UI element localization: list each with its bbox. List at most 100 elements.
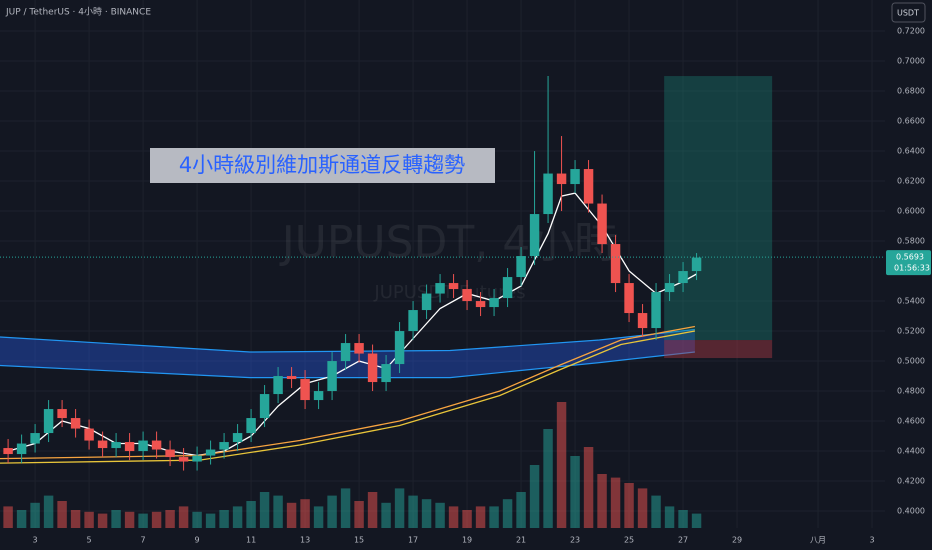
- candle-body: [178, 457, 189, 462]
- volume-bar: [408, 495, 418, 528]
- y-tick-label: 0.5400: [897, 297, 925, 306]
- volume-bar: [327, 495, 337, 528]
- candle-body: [124, 442, 135, 452]
- candle-body: [111, 442, 121, 449]
- x-tick-label: 3: [33, 536, 38, 545]
- channel-upper: [0, 328, 695, 353]
- y-tick-label: 0.4800: [897, 387, 925, 396]
- volume-bar: [313, 506, 324, 528]
- x-tick-label: 9: [195, 536, 200, 545]
- candle-body: [57, 409, 67, 419]
- volume-bar: [462, 510, 472, 528]
- candle-body: [543, 173, 553, 215]
- last-price-label: 0.5693: [896, 253, 924, 262]
- candle-body: [151, 440, 162, 450]
- volume-bar: [151, 511, 162, 528]
- volume-bar: [529, 465, 540, 528]
- candle-body: [624, 283, 634, 314]
- candle-body: [691, 257, 702, 272]
- currency-label[interactable]: USDT: [897, 9, 919, 18]
- volume-bar: [16, 510, 27, 528]
- last-price-tag: [886, 250, 931, 276]
- candle-body: [435, 283, 445, 294]
- candle-body: [219, 442, 229, 450]
- volume-bar: [286, 502, 297, 528]
- volume-bar: [367, 492, 378, 528]
- y-tick-label: 0.6200: [897, 177, 925, 186]
- volume-bar: [300, 499, 310, 528]
- volume-bar: [651, 495, 661, 528]
- candle-body: [678, 271, 688, 284]
- candle-body: [502, 277, 513, 299]
- candle-body: [583, 169, 594, 204]
- volume-bar: [435, 502, 445, 528]
- candle-body: [273, 376, 283, 395]
- volume-bar: [192, 511, 202, 528]
- volume-bar: [381, 502, 391, 528]
- moving-average: [0, 330, 696, 464]
- volume-bar: [111, 510, 121, 528]
- volume-bar: [556, 402, 567, 528]
- volume-bar: [543, 429, 553, 528]
- candle-body: [516, 256, 526, 278]
- position-stop: [664, 340, 773, 359]
- volume-bar: [340, 488, 351, 528]
- candle-body: [529, 214, 540, 257]
- volume-bar: [43, 495, 54, 528]
- y-tick-label: 0.7200: [897, 27, 925, 36]
- candle-body: [637, 313, 648, 329]
- volume-bar: [205, 513, 216, 528]
- volume-bar: [570, 456, 580, 528]
- x-tick-label: 13: [300, 536, 310, 545]
- y-tick-label: 0.6000: [897, 207, 925, 216]
- volume-bar: [178, 506, 189, 528]
- candle-body: [340, 343, 351, 362]
- volume-bar: [664, 506, 675, 528]
- candle-body: [651, 292, 661, 329]
- candle-body: [556, 173, 567, 185]
- volume-bar: [448, 506, 459, 528]
- volume-bar: [394, 488, 405, 528]
- candle-body: [367, 353, 378, 383]
- candle-body: [192, 455, 202, 462]
- volume-bar: [502, 499, 513, 528]
- countdown-label: 01:56:33: [894, 264, 930, 273]
- volume-bar: [691, 513, 702, 528]
- candle-body: [421, 293, 432, 311]
- candle-body: [70, 418, 81, 429]
- candle-body: [84, 428, 94, 441]
- y-tick-label: 0.7000: [897, 57, 925, 66]
- x-tick-label: 15: [354, 536, 364, 545]
- candle-body: [97, 440, 108, 449]
- volume-bar: [97, 513, 108, 528]
- volume-bar: [475, 506, 486, 528]
- candle-body: [205, 449, 216, 456]
- candle-body: [313, 391, 324, 401]
- y-tick-label: 0.4200: [897, 477, 925, 486]
- x-tick-label: 7: [141, 536, 146, 545]
- candle-body: [610, 244, 621, 284]
- candle-body: [570, 169, 580, 185]
- candle-body: [394, 331, 405, 365]
- volume-bar: [232, 506, 243, 528]
- volume-bar: [489, 506, 499, 528]
- volume-bar: [219, 510, 229, 528]
- y-tick-label: 0.4400: [897, 447, 925, 456]
- x-tick-label: 29: [732, 536, 742, 545]
- x-tick-label: 23: [570, 536, 580, 545]
- x-tick-label: 25: [624, 536, 634, 545]
- candle-body: [664, 283, 675, 293]
- candle-body: [597, 203, 607, 245]
- watermark-sub: JUPUSDT Futures: [373, 282, 525, 303]
- volume-bar: [637, 488, 648, 528]
- candle-body: [16, 443, 27, 455]
- volume-bar: [138, 513, 148, 528]
- candle-body: [475, 301, 486, 308]
- currency-button[interactable]: [891, 2, 926, 23]
- volume-bar: [165, 510, 175, 528]
- annotation: 4小時級別維加斯通道反轉趨勢: [179, 153, 465, 177]
- candle-body: [232, 433, 243, 443]
- y-tick-label: 0.5800: [897, 237, 925, 246]
- moving-average: [0, 325, 696, 460]
